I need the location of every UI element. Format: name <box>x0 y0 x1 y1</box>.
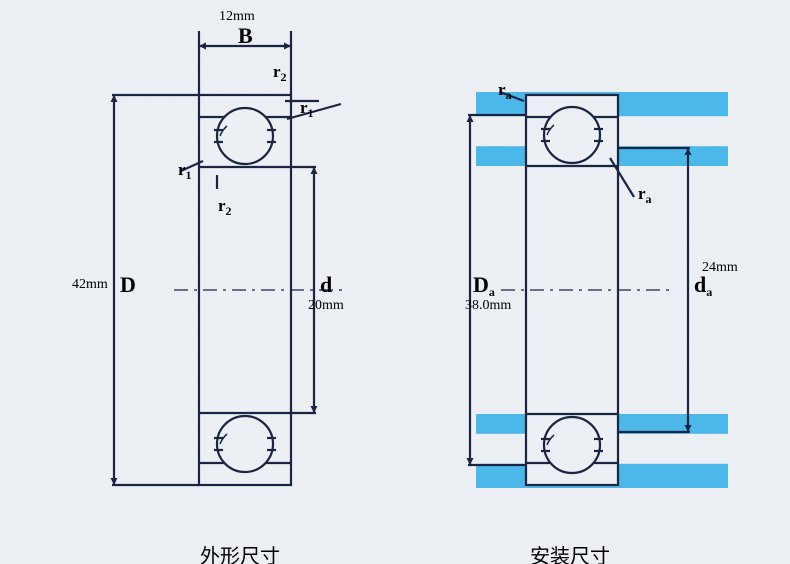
dim-Da-value: 38.0mm <box>465 296 511 314</box>
left-title: 外形尺寸 <box>200 540 280 564</box>
label-ra-inner: ra <box>638 184 652 207</box>
dim-da-symbol: da <box>694 272 712 300</box>
label-r2-top: r2 <box>273 62 287 85</box>
dim-d-symbol: d <box>320 272 332 298</box>
right-title: 安装尺寸 <box>530 540 610 564</box>
label-r2-inner: r2 <box>218 196 232 219</box>
diagram-canvas <box>0 0 790 564</box>
dim-d-value: 20mm <box>308 296 344 314</box>
label-r1-inner: r1 <box>178 160 192 183</box>
label-ra-top: ra <box>498 80 512 103</box>
dim-B-symbol: B <box>238 23 253 49</box>
label-r1-outer: r1 <box>300 98 314 121</box>
dim-D-symbol: D <box>120 272 136 298</box>
dim-D-value: 42mm <box>72 275 108 293</box>
